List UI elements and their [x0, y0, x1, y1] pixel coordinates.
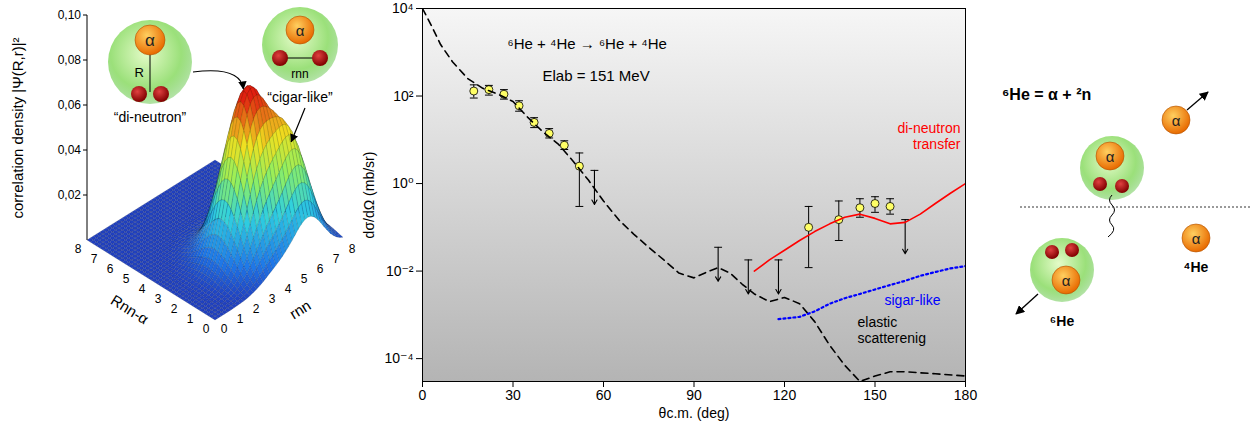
svg-text:10⁰: 10⁰ — [392, 175, 414, 191]
svg-text:α: α — [1106, 148, 1115, 165]
svg-text:10⁴: 10⁴ — [392, 0, 414, 16]
svg-text:180: 180 — [954, 387, 978, 403]
svg-text:10²: 10² — [393, 88, 414, 104]
svg-text:7: 7 — [91, 252, 98, 266]
svg-text:120: 120 — [773, 387, 797, 403]
svg-text:“cigar-like”: “cigar-like” — [267, 89, 333, 105]
svg-text:⁶He: ⁶He — [1050, 313, 1075, 329]
svg-text:0,02: 0,02 — [58, 188, 82, 202]
svg-text:correlation density |Ψ(R,r)|²: correlation density |Ψ(R,r)|² — [9, 37, 26, 218]
svg-text:α: α — [1192, 230, 1201, 247]
svg-text:“di-neutron”: “di-neutron” — [114, 109, 187, 125]
svg-text:2: 2 — [253, 302, 260, 316]
svg-text:dσ/dΩ (mb/sr): dσ/dΩ (mb/sr) — [361, 152, 377, 239]
svg-text:10⁻²: 10⁻² — [386, 263, 414, 279]
svg-text:1: 1 — [187, 312, 194, 326]
svg-text:sigar-like: sigar-like — [884, 292, 940, 308]
svg-text:0,04: 0,04 — [58, 143, 82, 157]
svg-text:θc.m. (deg): θc.m. (deg) — [659, 405, 730, 421]
svg-text:rnn: rnn — [291, 67, 308, 81]
svg-text:30: 30 — [505, 387, 521, 403]
svg-text:R: R — [135, 65, 144, 80]
svg-text:α: α — [145, 31, 155, 50]
svg-text:7: 7 — [333, 252, 340, 266]
svg-text:6: 6 — [107, 262, 114, 276]
svg-text:10⁻⁴: 10⁻⁴ — [385, 350, 414, 366]
svg-text:0,10: 0,10 — [58, 8, 82, 22]
svg-text:α: α — [296, 22, 305, 39]
svg-text:90: 90 — [686, 387, 702, 403]
svg-text:⁶He = α + ²n: ⁶He = α + ²n — [1002, 86, 1091, 103]
svg-text:4: 4 — [139, 282, 146, 296]
svg-text:α: α — [1062, 272, 1071, 289]
svg-text:5: 5 — [123, 272, 130, 286]
svg-text:8: 8 — [75, 242, 82, 256]
svg-text:di-neutrontransfer: di-neutrontransfer — [897, 120, 960, 151]
svg-text:5: 5 — [301, 272, 308, 286]
svg-text:3: 3 — [155, 292, 162, 306]
svg-text:2: 2 — [171, 302, 178, 316]
svg-text:α: α — [1172, 112, 1181, 129]
svg-text:⁴He: ⁴He — [1184, 259, 1209, 275]
svg-text:0,08: 0,08 — [58, 53, 82, 67]
svg-text:0: 0 — [203, 322, 210, 336]
svg-text:⁶He + ⁴He → ⁶He + ⁴He: ⁶He + ⁴He → ⁶He + ⁴He — [508, 35, 667, 52]
svg-text:0: 0 — [221, 322, 228, 336]
svg-text:0: 0 — [419, 387, 427, 403]
svg-text:60: 60 — [596, 387, 612, 403]
svg-text:3: 3 — [269, 292, 276, 306]
svg-text:8: 8 — [349, 242, 356, 256]
svg-text:Rnn-α: Rnn-α — [108, 291, 152, 327]
svg-text:rnn: rnn — [286, 296, 313, 322]
svg-text:6: 6 — [317, 262, 324, 276]
svg-text:150: 150 — [863, 387, 887, 403]
svg-text:0,06: 0,06 — [58, 98, 82, 112]
svg-text:elasticscatterenig: elasticscatterenig — [858, 314, 926, 345]
svg-text:Elab = 151 MeV: Elab = 151 MeV — [543, 67, 650, 84]
svg-text:4: 4 — [285, 282, 292, 296]
svg-text:1: 1 — [237, 312, 244, 326]
